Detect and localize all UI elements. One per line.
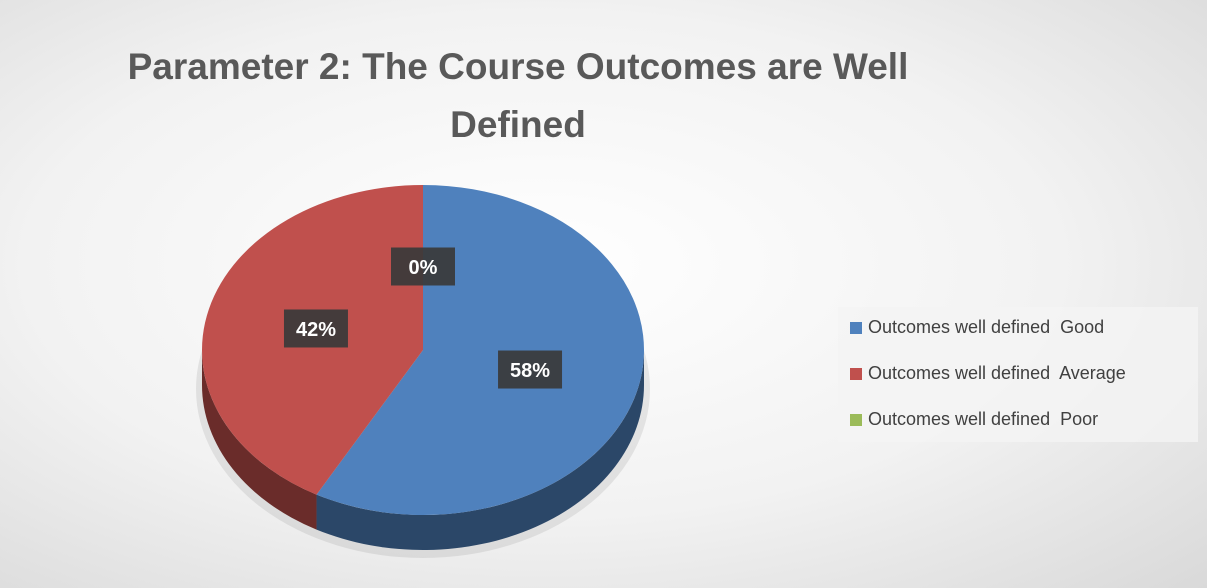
- slice: [316, 185, 644, 515]
- legend-swatch: [850, 368, 862, 380]
- legend-label: Outcomes well defined Poor: [868, 409, 1098, 429]
- data-label-box: [498, 350, 563, 389]
- data-label-text: 58%: [510, 360, 550, 382]
- chart-title: Parameter 2: The Course Outcomes are Wel…: [127, 46, 909, 145]
- legend-label: Outcomes well defined Good: [868, 317, 1104, 337]
- data-label: 42%: [283, 309, 348, 348]
- data-label-box: [391, 247, 455, 286]
- slice-side: [316, 350, 644, 550]
- data-label: 58%: [498, 350, 563, 389]
- legend-swatch: [850, 414, 862, 426]
- legend-label: Outcomes well defined Average: [868, 363, 1126, 383]
- data-label: 0%: [391, 247, 455, 286]
- slice-side: [202, 350, 317, 530]
- data-label-text: 0%: [409, 257, 438, 279]
- legend-swatch: [850, 322, 862, 334]
- data-label-box: [283, 309, 348, 348]
- legend-box: [838, 307, 1198, 442]
- data-label-text: 42%: [296, 319, 336, 341]
